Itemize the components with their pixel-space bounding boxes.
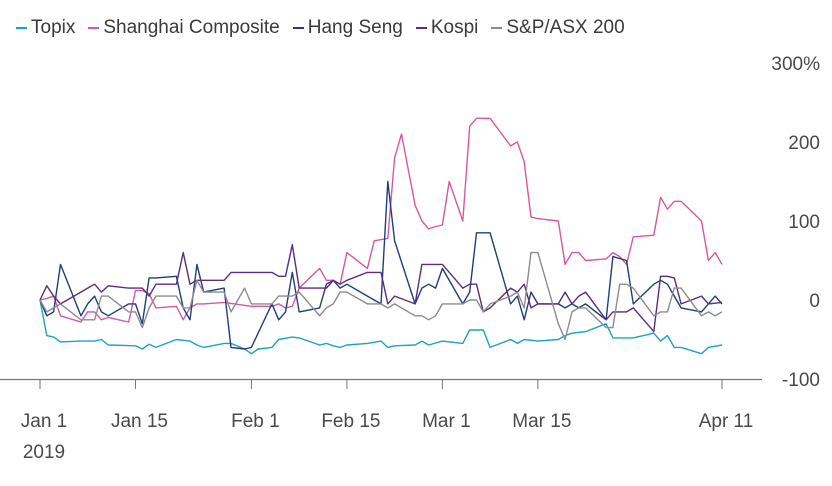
x-tick-label: Feb 15 [321, 411, 380, 432]
legend-swatch [88, 27, 100, 29]
legend-label: S&P/ASX 200 [506, 17, 625, 38]
series-line-topix [39, 299, 723, 355]
legend-swatch [491, 27, 503, 29]
legend-item: Shanghai Composite [88, 17, 280, 39]
legend-item: Kospi [415, 17, 479, 39]
x-tick-label: Mar 15 [512, 411, 571, 432]
legend-label: Topix [31, 17, 76, 38]
x-tick-label: Feb 1 [231, 411, 280, 432]
legend-item: Hang Seng [292, 17, 403, 39]
legend-item: S&P/ASX 200 [491, 17, 625, 39]
series-lines [39, 117, 723, 355]
legend-swatch [292, 27, 304, 29]
x-axis: Jan 1 2019 Jan 15 Feb 1 Feb 15 Mar 1 Mar 15 Apr… [21, 380, 754, 463]
x-tick-label: Jan 15 [111, 411, 168, 432]
y-axis: 300% 200 100 0 -100 [771, 54, 820, 391]
y-tick-label: 200 [788, 133, 820, 154]
y-tick-label: 300% [771, 54, 820, 75]
x-tick-label: Apr 11 [699, 411, 754, 432]
series-line-s-p-asx-200 [39, 251, 723, 341]
x-tick-label: Mar 1 [422, 411, 471, 432]
legend-label: Shanghai Composite [103, 17, 280, 38]
legend-swatch [415, 27, 427, 29]
legend-item: Topix [16, 17, 75, 39]
y-tick-label: 100 [788, 212, 820, 233]
y-tick-label: 0 [809, 291, 820, 312]
legend-label: Hang Seng [307, 17, 403, 38]
x-tick-label: Jan 1 [21, 411, 67, 432]
legend-swatch [16, 27, 27, 29]
y-tick-label: -100 [782, 370, 820, 391]
series-line-kospi [39, 243, 723, 333]
x-tick-sublabel: 2019 [23, 442, 65, 463]
legend-label: Kospi [430, 17, 479, 38]
series-line-hang-seng [39, 180, 723, 350]
chart-legend: Topix Shanghai Composite Hang Seng Kospi S&P… [16, 16, 638, 40]
